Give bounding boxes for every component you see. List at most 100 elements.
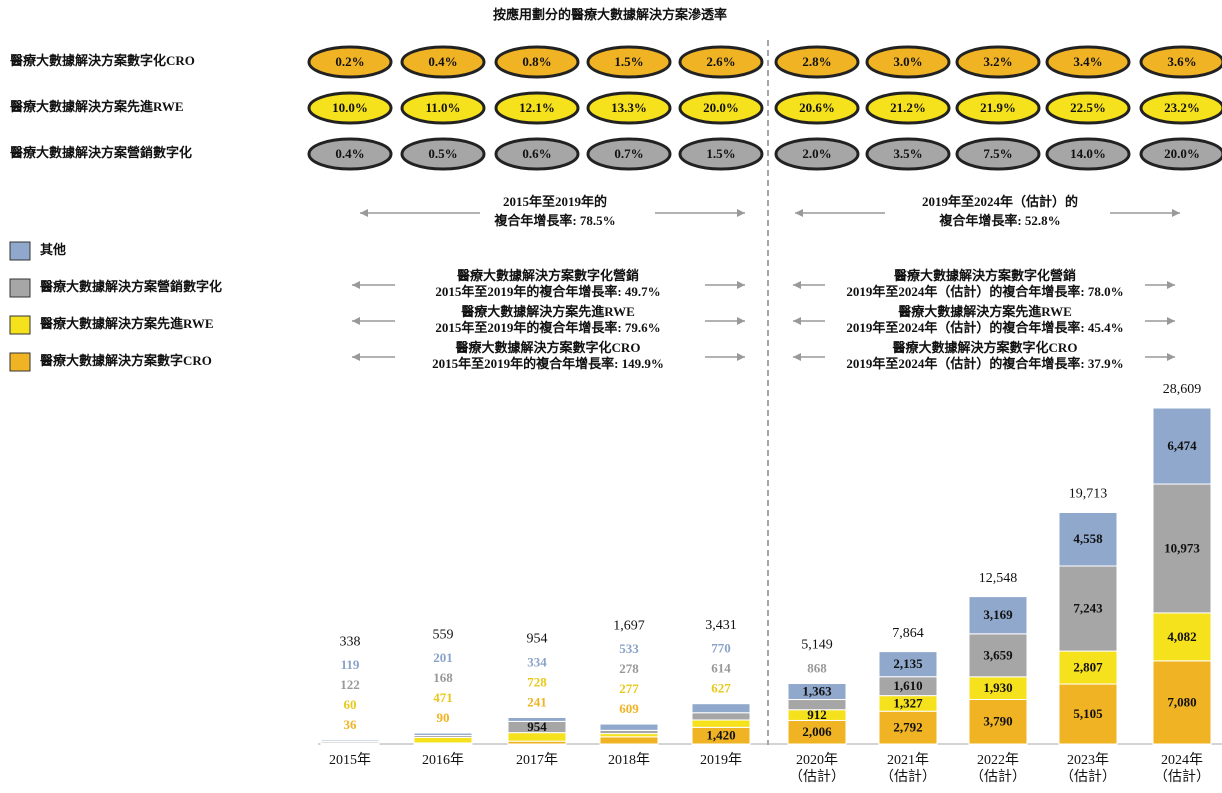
value-label: 334 [527,654,547,669]
legend-label: 醫療大數據解決方案數字CRO [40,353,212,368]
arrow-head [793,281,801,289]
rate-ellipse [955,137,1041,171]
arrow-head [795,209,803,217]
x-tick-label: （估計） [970,769,1026,785]
rate-label: 3.2% [983,54,1012,69]
value-label: 2,807 [1073,660,1103,675]
total-label: 5,149 [801,638,833,653]
value-label: 627 [711,681,731,696]
rate-label: 14.0% [1070,146,1106,161]
rate-label: 0.8% [522,54,551,69]
rate-ellipse [494,137,580,171]
rate-label: 3.6% [1167,54,1196,69]
value-label: 3,169 [983,607,1013,622]
bar-segment [1058,511,1118,567]
value-label: 1,930 [983,680,1012,695]
x-tick-label: （估計） [880,769,936,785]
total-label: 7,864 [892,626,924,641]
rate-label: 3.0% [893,54,922,69]
value-label: 6,474 [1167,438,1197,453]
value-label: 2,006 [802,724,832,739]
x-tick-label: 2021年 [887,752,929,768]
value-label: 277 [619,681,639,696]
x-tick-label: 2016年 [422,752,464,768]
value-label: 3,659 [983,647,1013,662]
rate-label: 20.6% [799,100,835,115]
bar-segment [320,739,380,742]
rate-ellipse [678,91,764,125]
x-tick-label: 2024年 [1161,752,1203,768]
legend-swatch [9,278,31,298]
value-label: 533 [619,641,639,656]
legend-swatch [9,241,31,261]
value-label: 912 [807,707,827,722]
total-label: 12,548 [979,571,1018,586]
rate-ellipse [678,45,764,79]
rate-label: 1.5% [706,146,735,161]
arrow-head [737,281,745,289]
x-tick-label: 2017年 [516,752,558,768]
rate-label: 2.8% [802,54,831,69]
rate-label: 21.9% [980,100,1016,115]
arrow-head [1172,209,1180,217]
annotation: 醫療大數據解決方案數字化CRO [893,340,1078,355]
rate-label: 12.1% [519,100,555,115]
annotation: 複合年增長率: 52.8% [938,213,1060,228]
rate-ellipse [307,91,393,125]
rate-label: 21.2% [890,100,926,115]
x-tick-label: （估計） [1060,769,1116,785]
rate-ellipse [586,91,672,125]
rate-label: 0.6% [522,146,551,161]
x-tick-label: （估計） [1154,769,1210,785]
rate-ellipse [307,137,393,171]
value-label: 7,080 [1167,694,1196,709]
rate-label: 20.0% [1164,146,1200,161]
bar-segment [691,712,751,721]
legend-label: 其他 [40,242,66,257]
rate-label: 0.5% [428,146,457,161]
rate-ellipse [400,91,486,125]
bar-segment [787,683,847,701]
total-label: 19,713 [1069,487,1108,502]
annotation: 2015年至2019年的複合年增長率: 79.6% [435,320,660,335]
rate-label: 11.0% [425,100,460,115]
rate-ellipse [678,137,764,171]
arrow-head [793,317,801,325]
bar-segment [968,633,1028,678]
rate-ellipse [865,91,951,125]
legend-label: 醫療大數據解決方案先進RWE [40,316,214,331]
x-tick-label: 2020年 [796,752,838,768]
annotation: 2019年至2024年（估計）的複合年增長率: 37.9% [846,356,1123,371]
arrow-head [1167,317,1175,325]
annotation: 2015年至2019年的 [503,194,607,209]
rate-ellipse [494,91,580,125]
rate-label: 3.4% [1073,54,1102,69]
value-label: 770 [711,641,731,656]
annotation: 醫療大數據解決方案先進RWE [461,304,635,319]
value-label: 728 [527,674,547,689]
bar-segment [878,651,938,678]
penetration-title: 按應用劃分的醫療大數據解決方案滲透率 [493,7,727,22]
value-label: 1,610 [893,678,922,693]
value-label: 1,327 [893,695,923,710]
rate-ellipse [1045,137,1131,171]
value-label: 201 [433,650,453,665]
rate-label: 3.5% [893,146,922,161]
arrow-head [352,281,360,289]
rate-label: 0.4% [428,54,457,69]
value-label: 4,082 [1167,629,1196,644]
annotation: 2019年至2024年（估計）的複合年增長率: 45.4% [846,320,1123,335]
annotation: 2019年至2024年（估計）的 [922,194,1078,209]
arrow-head [1167,281,1175,289]
bar-segment [507,716,567,722]
rate-label: 0.2% [335,54,364,69]
bar-segment [1058,683,1118,745]
bar-segment [413,736,473,744]
rate-ellipse [307,45,393,79]
value-label: 868 [807,661,827,676]
legend-swatch [9,352,31,372]
rate-ellipse [400,45,486,79]
annotation: 醫療大數據解決方案數字化營銷 [457,268,639,283]
bar-segment [413,732,473,736]
rate-ellipse [494,45,580,79]
